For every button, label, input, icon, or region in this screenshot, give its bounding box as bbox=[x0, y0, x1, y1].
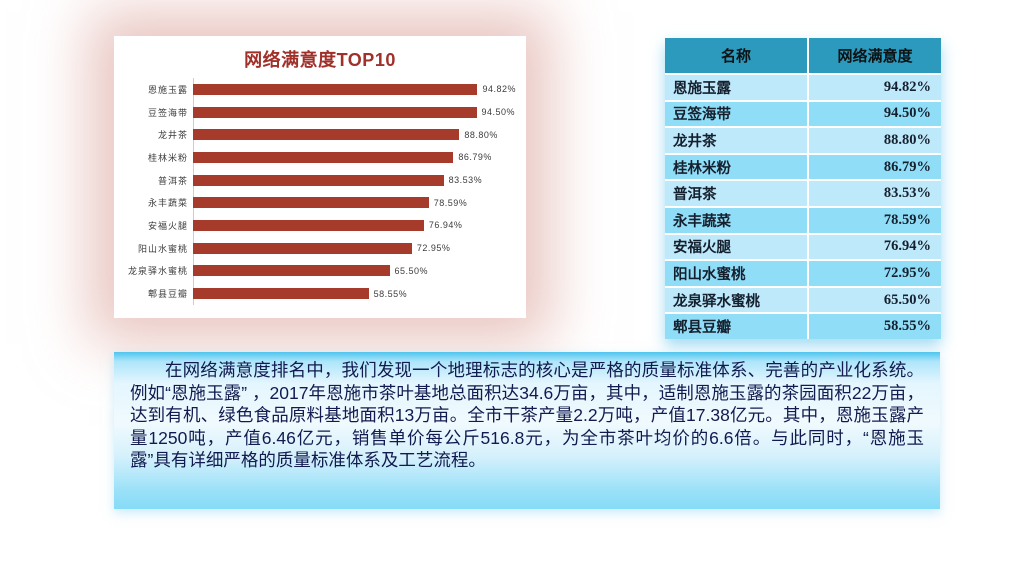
table-name-cell: 安福火腿 bbox=[665, 232, 808, 261]
summary-paragraph: 在网络满意度排名中，我们发现一个地理标志的核心是严格的质量标准体系、完善的产业化… bbox=[130, 360, 924, 470]
chart-bar bbox=[193, 129, 460, 141]
chart-category-label: 恩施玉露 bbox=[147, 84, 188, 95]
table-name-cell: 普洱茶 bbox=[665, 179, 808, 207]
satisfaction-bar-chart-panel: 网络满意度TOP10 恩施玉露 94.82% 豆签海带 94.50% 龙井茶 88.80%… bbox=[114, 36, 526, 318]
table-row: 恩施玉露 94.82% bbox=[665, 73, 941, 101]
chart-value-label: 94.82% bbox=[482, 84, 516, 95]
chart-value-label: 86.79% bbox=[458, 152, 492, 163]
chart-category-label: 永丰蔬菜 bbox=[147, 198, 188, 209]
chart-category-label: 郫县豆瓣 bbox=[147, 289, 188, 300]
table-row: 豆签海带 94.50% bbox=[665, 99, 941, 128]
table-name-cell: 桂林米粉 bbox=[665, 152, 808, 181]
table-name-cell: 恩施玉露 bbox=[665, 73, 808, 101]
table-row: 桂林米粉 86.79% bbox=[665, 152, 941, 181]
table-row: 永丰蔬菜 78.59% bbox=[665, 205, 941, 234]
table-satisfaction-cell: 94.50% bbox=[807, 99, 941, 128]
table-row: 安福火腿 76.94% bbox=[665, 232, 941, 261]
chart-category-label: 普洱茶 bbox=[157, 175, 188, 186]
chart-bar-row: 龙泉驿水蜜桃 65.50% bbox=[114, 260, 526, 283]
chart-bar bbox=[193, 219, 424, 231]
chart-category-label: 龙井茶 bbox=[157, 130, 188, 141]
table-name-cell: 龙井茶 bbox=[665, 126, 808, 154]
chart-bar bbox=[193, 106, 477, 118]
summary-text-box: 在网络满意度排名中，我们发现一个地理标志的核心是严格的质量标准体系、完善的产业化… bbox=[114, 352, 940, 509]
table-row: 龙泉驿水蜜桃 65.50% bbox=[665, 285, 941, 314]
table-name-cell: 郫县豆瓣 bbox=[665, 312, 808, 339]
chart-value-label: 83.53% bbox=[448, 175, 483, 186]
table-satisfaction-cell: 76.94% bbox=[807, 232, 941, 261]
table-header-name: 名称 bbox=[665, 38, 808, 74]
table-satisfaction-cell: 78.59% bbox=[807, 205, 941, 234]
table-satisfaction-cell: 83.53% bbox=[807, 179, 941, 207]
chart-category-label: 桂林米粉 bbox=[147, 152, 188, 163]
chart-category-label: 阳山水蜜桃 bbox=[137, 243, 188, 254]
chart-bar bbox=[193, 242, 412, 254]
table-satisfaction-cell: 58.55% bbox=[807, 312, 941, 339]
satisfaction-table: 名称 网络满意度 恩施玉露 94.82% 豆签海带 94.50% 龙井茶 88.80% 桂林… bbox=[665, 38, 941, 339]
table-row: 龙井茶 88.80% bbox=[665, 126, 941, 154]
chart-bar-row: 阳山水蜜桃 72.95% bbox=[114, 237, 526, 260]
chart-category-label: 安福火腿 bbox=[147, 220, 188, 231]
chart-bar bbox=[193, 265, 390, 277]
chart-bar-row: 郫县豆瓣 58.55% bbox=[114, 282, 526, 305]
table-name-cell: 龙泉驿水蜜桃 bbox=[665, 285, 808, 314]
chart-value-label: 78.59% bbox=[433, 197, 468, 208]
chart-value-label: 58.55% bbox=[373, 288, 408, 299]
chart-bar-row: 安福火腿 76.94% bbox=[114, 214, 526, 237]
chart-bar bbox=[193, 83, 478, 95]
chart-bar-row: 永丰蔬菜 78.59% bbox=[114, 191, 526, 214]
chart-bar bbox=[193, 197, 429, 209]
table-row: 阳山水蜜桃 72.95% bbox=[665, 259, 941, 287]
table-satisfaction-cell: 72.95% bbox=[807, 259, 941, 287]
chart-value-label: 76.94% bbox=[428, 220, 463, 231]
table-satisfaction-cell: 86.79% bbox=[807, 152, 941, 181]
table-header-row: 名称 网络满意度 bbox=[665, 38, 941, 74]
chart-title: 网络满意度TOP10 bbox=[244, 50, 396, 70]
chart-bar-row: 桂林米粉 86.79% bbox=[114, 146, 526, 169]
table-satisfaction-cell: 65.50% bbox=[807, 285, 941, 314]
chart-category-label: 豆签海带 bbox=[147, 107, 188, 118]
chart-bar bbox=[193, 151, 454, 163]
chart-plot-area: 恩施玉露 94.82% 豆签海带 94.50% 龙井茶 88.80% 桂林米粉 86.79% 普… bbox=[114, 78, 526, 305]
table-satisfaction-cell: 88.80% bbox=[807, 126, 941, 154]
y-axis-line bbox=[193, 78, 194, 305]
chart-bar-row: 豆签海带 94.50% bbox=[114, 101, 526, 124]
chart-category-label: 龙泉驿水蜜桃 bbox=[127, 266, 188, 277]
chart-bar bbox=[193, 174, 444, 186]
chart-value-label: 65.50% bbox=[394, 265, 429, 276]
table-header-satisfaction: 网络满意度 bbox=[807, 38, 941, 74]
table-row: 普洱茶 83.53% bbox=[665, 179, 941, 207]
chart-value-label: 72.95% bbox=[416, 243, 451, 254]
chart-value-label: 88.80% bbox=[464, 129, 498, 140]
table-satisfaction-cell: 94.82% bbox=[807, 73, 941, 101]
chart-bar-row: 龙井茶 88.80% bbox=[114, 123, 526, 146]
chart-value-label: 94.50% bbox=[481, 107, 516, 118]
table-name-cell: 豆签海带 bbox=[665, 99, 808, 128]
table-name-cell: 永丰蔬菜 bbox=[665, 205, 808, 234]
chart-bar bbox=[193, 288, 369, 300]
chart-bar-row: 普洱茶 83.53% bbox=[114, 169, 526, 192]
chart-bar-row: 恩施玉露 94.82% bbox=[114, 78, 526, 101]
table-row: 郫县豆瓣 58.55% bbox=[665, 312, 941, 339]
table-name-cell: 阳山水蜜桃 bbox=[665, 259, 808, 287]
